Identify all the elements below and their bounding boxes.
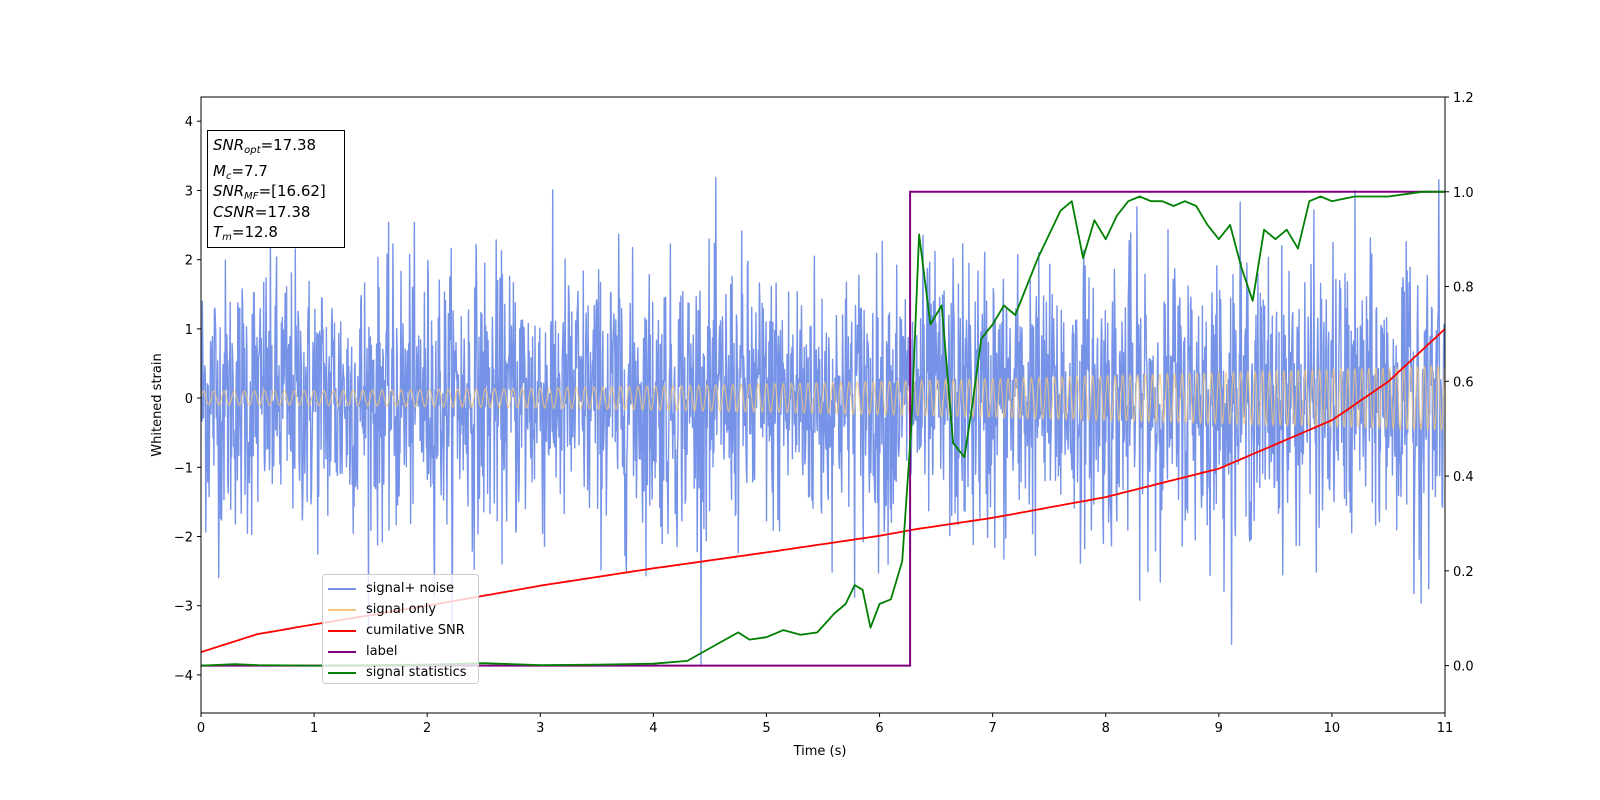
legend-swatch (328, 671, 356, 674)
y-tick-label: 1 (185, 323, 193, 338)
y2-tick-label: 0.4 (1453, 470, 1474, 485)
y2-tick-label: 1.2 (1453, 91, 1474, 106)
legend-item-signal-noise: signal+ noise (323, 578, 478, 599)
x-axis-label: Time (s) (793, 744, 847, 759)
y-tick-label: 0 (185, 392, 193, 407)
x-tick-label: 3 (536, 721, 544, 736)
x-tick-label: 7 (988, 721, 996, 736)
y-axis-left: −4 −3 −2 −1 0 1 2 3 4 (174, 115, 201, 684)
y-axis-label: Whitened strain (150, 353, 165, 456)
y-tick-label: −1 (174, 461, 193, 476)
snr-opt-value: =17.38 (260, 136, 317, 154)
x-tick-label: 1 (310, 721, 318, 736)
x-tick-label: 5 (762, 721, 770, 736)
series-signal-only-line (201, 364, 1445, 432)
y2-tick-label: 0.0 (1453, 660, 1474, 675)
legend-label: signal statistics (366, 665, 467, 680)
legend-label: signal only (366, 602, 437, 617)
mc-value: =7.7 (231, 161, 268, 180)
x-tick-label: 6 (875, 721, 883, 736)
y-tick-label: −4 (174, 669, 193, 684)
x-tick-label: 2 (423, 721, 431, 736)
y-tick-label: −2 (174, 531, 193, 546)
x-tick-label: 9 (1215, 721, 1223, 736)
legend-item-signal-statistics: signal statistics (323, 662, 478, 683)
snr-info-box: SNRopt=17.38 Mc=7.7 SNRMF=[16.62] CSNR=1… (207, 130, 345, 248)
legend-swatch (328, 629, 356, 632)
y-tick-label: 4 (185, 115, 193, 130)
x-tick-label: 11 (1437, 721, 1454, 736)
tm-value: =12.8 (231, 223, 278, 241)
y2-tick-label: 0.6 (1453, 375, 1474, 390)
y-tick-label: 2 (185, 254, 193, 269)
snr-mf-value: =[16.62] (258, 182, 326, 200)
legend-swatch (328, 608, 356, 611)
x-axis: 0 1 2 3 4 5 6 7 8 9 10 11 (197, 713, 1453, 736)
plot-area-frame (200, 96, 1446, 714)
y-axis-right: 0.0 0.2 0.4 0.6 0.8 1.0 1.2 (1445, 91, 1474, 675)
legend-swatch (328, 650, 356, 653)
legend-label: cumilative SNR (366, 623, 465, 638)
x-tick-label: 8 (1102, 721, 1110, 736)
series-signal-statistics-line (201, 190, 1445, 667)
x-tick-label: 10 (1324, 721, 1341, 736)
legend-item-cumulative-snr: cumilative SNR (323, 620, 478, 641)
y-tick-label: 3 (185, 184, 193, 199)
legend: signal+ noise signal only cumilative SNR… (322, 574, 479, 684)
series-label-line (201, 190, 1445, 667)
series-signal-noise-line (201, 176, 1445, 665)
x-tick-label: 0 (197, 721, 205, 736)
y-tick-label: −3 (174, 600, 193, 615)
csnr-value: =17.38 (254, 202, 311, 221)
legend-swatch (328, 587, 356, 590)
legend-label: signal+ noise (366, 581, 455, 596)
legend-item-label: label (323, 641, 478, 662)
y2-tick-label: 0.2 (1453, 565, 1474, 580)
legend-item-signal-only: signal only (323, 599, 478, 620)
legend-label: label (366, 644, 398, 659)
x-tick-label: 4 (649, 721, 657, 736)
y2-tick-label: 0.8 (1453, 281, 1474, 296)
y2-tick-label: 1.0 (1453, 186, 1474, 201)
